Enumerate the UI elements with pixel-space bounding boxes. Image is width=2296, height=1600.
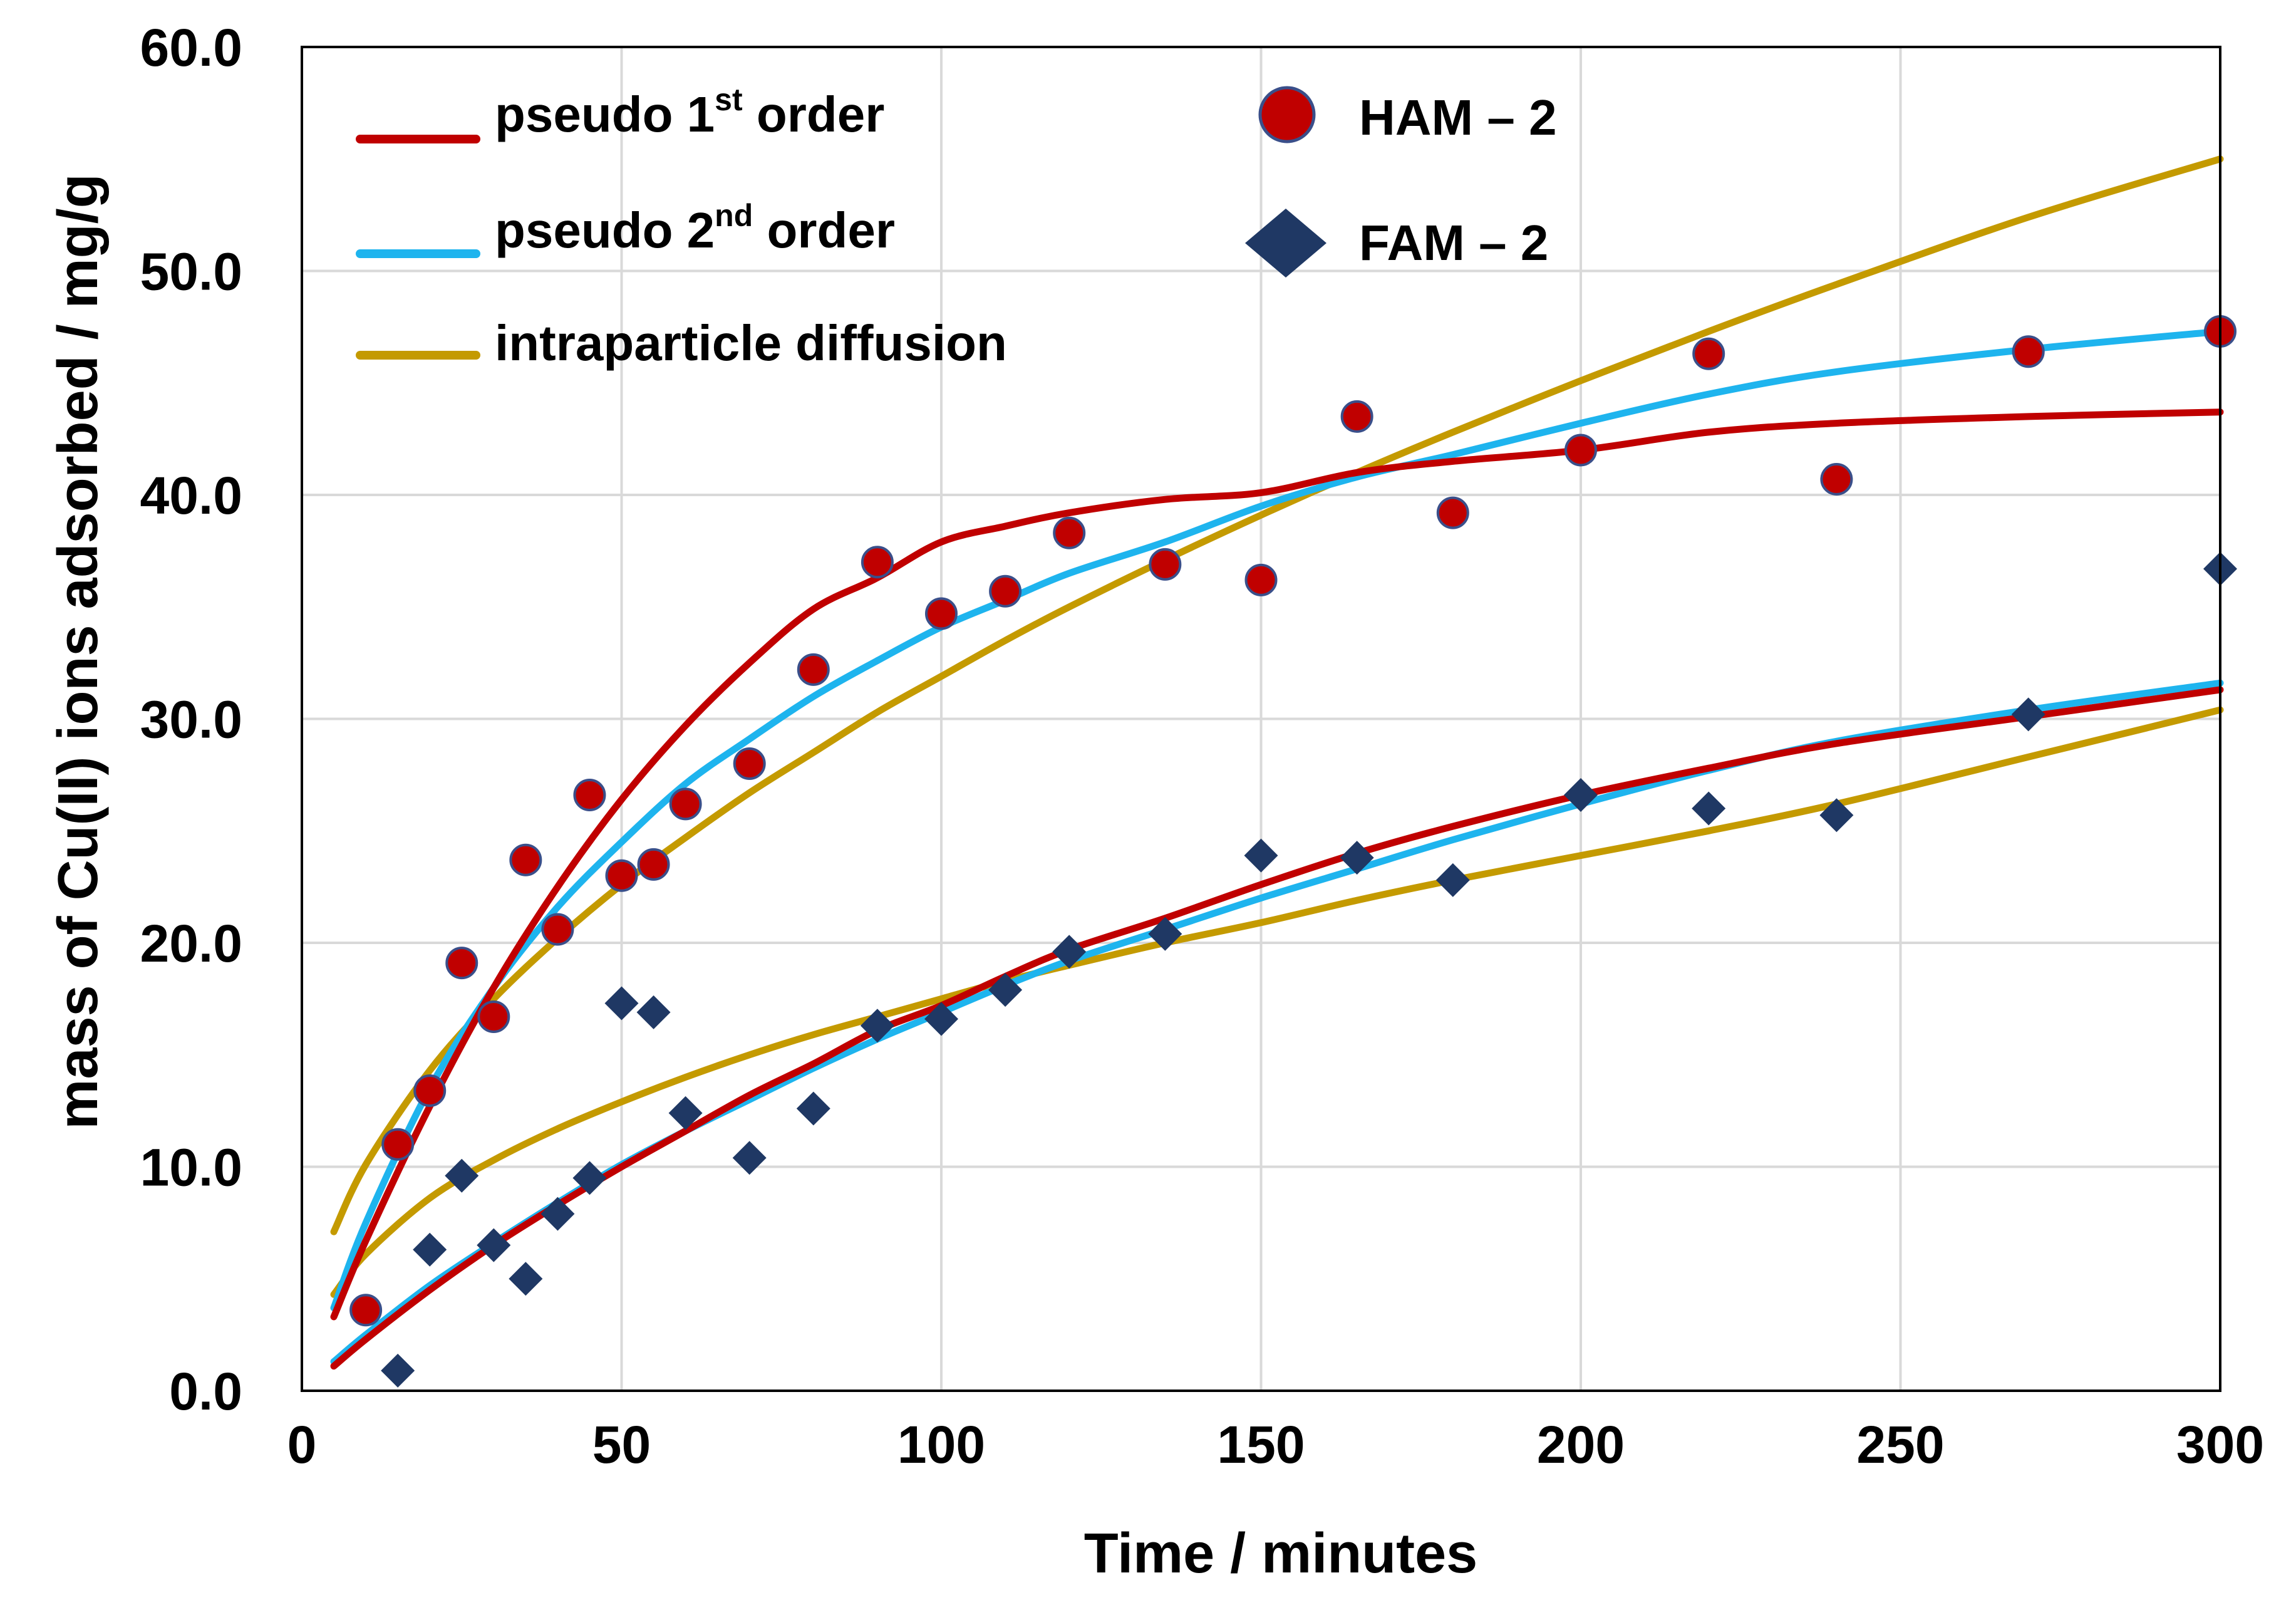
fam-data-point: [2011, 697, 2045, 732]
y-tick-label: 0.0: [169, 1362, 242, 1421]
y-tick-label: 20.0: [140, 914, 243, 973]
x-tick-label: 250: [1856, 1415, 1944, 1474]
fam-data-point: [381, 1353, 415, 1388]
ham-data-point: [413, 1074, 447, 1107]
fam-data-point: [796, 1091, 830, 1126]
ham-data-point: [1053, 516, 1086, 549]
fam-data-point: [1435, 863, 1470, 897]
fam-data-point: [924, 1002, 958, 1036]
fam-data-point: [477, 1228, 511, 1262]
ham-data-point: [509, 843, 542, 876]
curve-pseudo-first: [330, 408, 2224, 1321]
x-tick-label: 300: [2176, 1415, 2264, 1474]
fam-data-point: [636, 995, 671, 1029]
ham-data-point: [1564, 434, 1597, 467]
legend-marker-ham: [1258, 86, 1316, 143]
ham-data-point: [861, 546, 894, 579]
fam-data-point: [1564, 778, 1598, 813]
fam-data-point: [668, 1096, 703, 1130]
fam-data-point: [860, 1009, 894, 1043]
y-tick-label: 30.0: [140, 690, 243, 749]
ham-data-point: [1244, 563, 1278, 596]
fam-data-point: [1244, 838, 1278, 873]
y-tick-label: 40.0: [140, 466, 243, 525]
x-tick-label: 100: [897, 1415, 985, 1474]
fam-data-point: [604, 986, 639, 1021]
plot-frame: [301, 46, 2221, 1392]
legend-label-pseudo-first: pseudo 1st order: [495, 82, 884, 142]
y-tick-label: 50.0: [140, 242, 243, 301]
ham-data-point: [1820, 462, 1853, 496]
ham-data-point: [349, 1294, 383, 1327]
ham-data-point: [605, 859, 638, 892]
ham-data-point: [1436, 496, 1469, 529]
ham-data-point: [1340, 400, 1373, 433]
y-tick-label: 10.0: [140, 1138, 243, 1197]
y-tick-label: 60.0: [140, 18, 243, 77]
fam-data-point: [445, 1158, 479, 1193]
x-axis-title: Time / minutes: [1084, 1522, 1478, 1585]
ham-data-point: [477, 1000, 510, 1033]
fam-data-point: [988, 973, 1023, 1007]
x-tick-label: 0: [287, 1415, 317, 1474]
ham-data-point: [925, 597, 958, 630]
y-axis-title: mass of Cu(II) ions adsorbed / mg/g: [47, 174, 110, 1129]
ham-data-point: [989, 574, 1022, 608]
axis-ticks: 0 50 100 150 200 250 300 0.0 10.0 20.0 30.0 40.0 50.…: [140, 18, 2265, 1474]
fam-data-point: [1340, 841, 1374, 875]
legend: pseudo 1st order pseudo 2nd order intrap…: [356, 82, 1557, 371]
fam-data-point: [1148, 917, 1182, 951]
x-tick-label: 150: [1217, 1415, 1305, 1474]
ham-data-point: [541, 913, 574, 946]
ham-data-point: [1692, 337, 1725, 370]
ham-data-point: [381, 1128, 415, 1161]
x-tick-label: 200: [1537, 1415, 1625, 1474]
fam-data-point: [732, 1141, 767, 1175]
ham-data-point: [445, 947, 478, 980]
legend-label-intraparticle: intraparticle diffusion: [495, 315, 1007, 371]
fam-data-point: [413, 1232, 447, 1267]
ham-data-point: [2012, 335, 2045, 368]
fam-data-point: [572, 1161, 607, 1195]
fam-data-point: [509, 1262, 543, 1296]
data-markers: [349, 315, 2237, 1388]
ham-data-point: [797, 653, 830, 686]
legend-label-fam: FAM – 2: [1359, 215, 1548, 271]
fam-data-point: [1692, 791, 1726, 826]
legend-label-pseudo-second: pseudo 2nd order: [495, 198, 895, 258]
fam-data-point: [1819, 798, 1854, 833]
ham-data-point: [637, 848, 670, 881]
grid-lines: [302, 47, 2220, 1391]
ham-data-point: [669, 787, 702, 821]
fam-data-point: [540, 1197, 575, 1231]
fam-data-point: [1052, 935, 1087, 969]
ham-data-point: [733, 747, 766, 780]
ham-data-point: [1149, 548, 1182, 581]
ham-data-point: [573, 779, 606, 812]
legend-marker-fam: [1245, 209, 1326, 278]
curve-intraparticle: [330, 155, 2224, 1235]
x-tick-label: 50: [592, 1415, 651, 1474]
legend-label-ham: HAM – 2: [1359, 90, 1557, 145]
